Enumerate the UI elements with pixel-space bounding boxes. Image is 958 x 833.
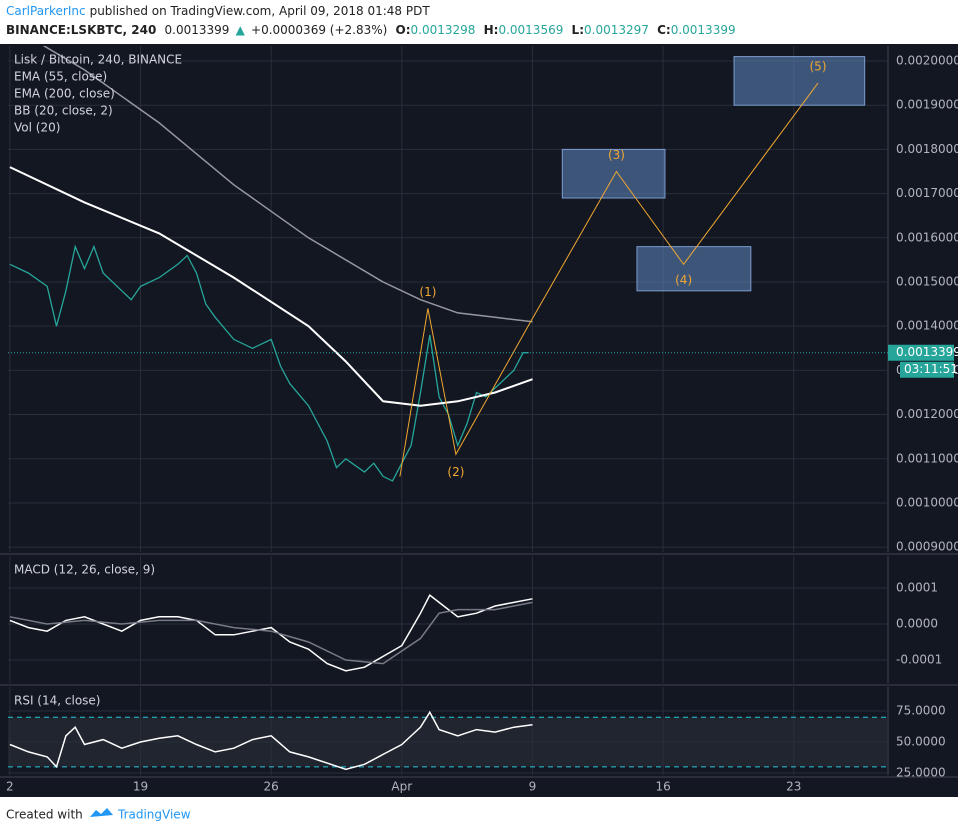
series-line: [9, 166, 533, 407]
wave-label: (2): [447, 465, 464, 479]
legend-entry: EMA (55, close): [14, 70, 107, 84]
target-box: [636, 246, 752, 292]
y-tick-label: 0.0009000: [896, 540, 958, 554]
countdown-tag: [900, 361, 954, 378]
target-box: [561, 148, 666, 199]
footer-created: Created with: [6, 808, 83, 822]
o-label: O:: [396, 23, 411, 37]
published: published on TradingView.com, April 09, …: [90, 4, 431, 18]
close: 0.0013399: [671, 23, 736, 37]
header-line-1: CarlParkerInc published on TradingView.co…: [6, 4, 430, 18]
open: 0.0013298: [411, 23, 476, 37]
y-tick-label: 0.0014000: [896, 319, 958, 333]
price: 0.0013399: [165, 23, 230, 37]
y-tick-label: 0.0020000: [896, 54, 958, 68]
y-tick-label: 0.0017000: [896, 186, 958, 200]
y-tick-label: 0.0000: [896, 616, 938, 630]
y-tick-label: 0.0001: [896, 581, 938, 595]
wave-label: (1): [419, 285, 436, 299]
series-line: [9, 244, 529, 482]
y-tick-label: 0.0010000: [896, 495, 958, 509]
series-line: [9, 601, 533, 665]
legend-entry: MACD (12, 26, close, 9): [14, 563, 155, 577]
y-tick-label: 50.0000: [896, 735, 946, 749]
tv-logo: [90, 808, 113, 817]
panel: [8, 556, 888, 683]
series-line: [9, 710, 533, 771]
x-tick-label: 2: [6, 780, 14, 794]
y-tick-label: 0.0012000: [896, 407, 958, 421]
header-line-2: BINANCE:LSKBTC, 240 0.0013399 ▲ +0.00003…: [6, 23, 736, 37]
panel: [8, 46, 888, 552]
y-tick-label: 0.0018000: [896, 142, 958, 156]
y-tick-label: 0.0019000: [896, 98, 958, 112]
y-tick-label: 25.0000: [896, 766, 946, 780]
y-tick-label: 75.0000: [896, 704, 946, 718]
y-tick-label: 0.0015000: [896, 274, 958, 288]
series-line: [9, 594, 533, 672]
chart-background: [0, 44, 958, 797]
target-box: [733, 56, 866, 106]
wave-path: [399, 82, 819, 477]
l-label: L:: [572, 23, 584, 37]
rsi-band: [8, 717, 888, 767]
change: +0.0000369 (+2.83%): [251, 23, 387, 37]
legend-entry: Lisk / Bitcoin, 240, BINANCE: [14, 53, 182, 67]
series-line: [42, 46, 533, 323]
footer-brand: TradingView: [117, 808, 191, 822]
last-price-label: 0.0013399: [896, 345, 958, 359]
author: CarlParkerInc: [6, 4, 86, 18]
c-label: C:: [657, 23, 671, 37]
wave-label: (5): [810, 60, 827, 74]
panel: [8, 687, 888, 775]
high: 0.0013569: [498, 23, 563, 37]
symbol: BINANCE:LSKBTC, 240: [6, 23, 156, 37]
x-tick-label: 16: [655, 780, 670, 794]
y-tick-label: 0.0011000: [896, 451, 958, 465]
legend-entry: RSI (14, close): [14, 694, 100, 708]
wave-label: (4): [675, 273, 692, 287]
x-tick-label: 9: [529, 780, 537, 794]
x-tick-label: 26: [264, 780, 279, 794]
y-tick-label: 0.0016000: [896, 230, 958, 244]
x-tick-label: 23: [786, 780, 801, 794]
x-tick-label: 19: [133, 780, 148, 794]
y-tick-label: -0.0001: [896, 652, 942, 666]
last-price-tag: [888, 344, 954, 361]
legend-entry: Vol (20): [14, 121, 60, 135]
wave-label: (3): [608, 148, 625, 162]
arrow: ▲: [236, 23, 246, 37]
low: 0.0013297: [584, 23, 649, 37]
legend-entry: EMA (200, close): [14, 87, 115, 101]
legend-entry: BB (20, close, 2): [14, 104, 113, 118]
countdown: 03:11:51: [904, 362, 958, 376]
h-label: H:: [484, 23, 499, 37]
x-tick-label: Apr: [391, 780, 412, 794]
